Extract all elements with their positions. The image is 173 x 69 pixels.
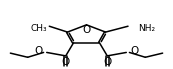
Text: O: O (82, 25, 91, 35)
Text: CH₃: CH₃ (31, 24, 47, 33)
Text: NH₂: NH₂ (138, 24, 155, 33)
Text: O: O (103, 57, 111, 67)
Text: O: O (130, 46, 139, 56)
Text: O: O (62, 57, 70, 67)
Text: O: O (34, 46, 43, 56)
